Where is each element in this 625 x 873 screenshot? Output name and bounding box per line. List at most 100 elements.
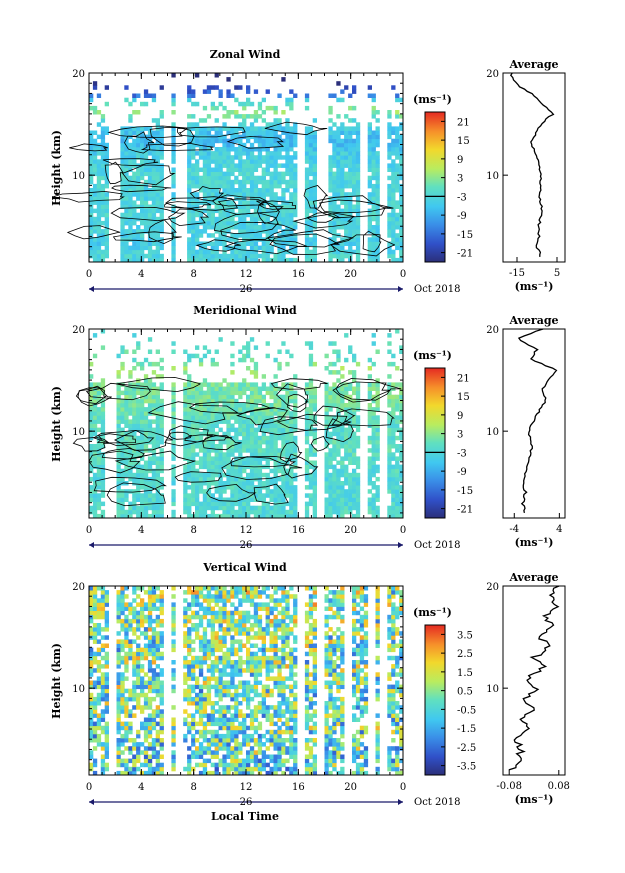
heatmap-cell bbox=[155, 468, 160, 474]
heatmap-cell bbox=[128, 398, 133, 404]
heatmap-cell bbox=[265, 212, 270, 218]
heatmap-cell bbox=[155, 497, 160, 502]
heatmap-cell bbox=[136, 766, 141, 772]
heatmap-cell bbox=[132, 398, 137, 404]
heatmap-cell bbox=[116, 750, 121, 755]
x-tick-label: 4 bbox=[138, 269, 144, 280]
colorbar-tick-label: -15 bbox=[457, 230, 473, 241]
heatmap-cell bbox=[198, 126, 204, 131]
heatmap-cell bbox=[371, 444, 376, 449]
heatmap-cell bbox=[328, 403, 333, 408]
heatmap-cell bbox=[128, 233, 133, 238]
heatmap-cell bbox=[399, 411, 404, 416]
heatmap-cell bbox=[340, 142, 345, 148]
heatmap-cell bbox=[371, 501, 376, 507]
heatmap-cell bbox=[171, 93, 176, 98]
heatmap-cell bbox=[234, 456, 239, 461]
heatmap-cell bbox=[391, 411, 396, 416]
heatmap-cell bbox=[273, 212, 278, 218]
heatmap-cell bbox=[399, 407, 404, 412]
heatmap-cell bbox=[226, 171, 231, 177]
heatmap-cell bbox=[210, 444, 215, 449]
heatmap-cell bbox=[89, 374, 94, 379]
contour-line bbox=[184, 434, 233, 443]
heatmap-cell bbox=[336, 472, 341, 478]
heatmap-cell bbox=[120, 179, 125, 185]
heatmap-cell bbox=[124, 208, 129, 214]
heatmap-cell bbox=[143, 220, 149, 226]
heatmap-cell bbox=[116, 660, 121, 665]
heatmap-cell bbox=[230, 415, 235, 420]
heatmap-cell bbox=[273, 134, 278, 140]
heatmap-cell bbox=[136, 655, 141, 661]
heatmap-cell bbox=[143, 151, 149, 156]
heatmap-cell bbox=[399, 245, 404, 251]
heatmap-cell bbox=[226, 126, 231, 131]
heatmap-cell bbox=[143, 423, 149, 428]
heatmap-cell bbox=[171, 427, 176, 433]
heatmap-cell bbox=[218, 101, 223, 107]
heatmap-cell bbox=[187, 353, 192, 359]
heatmap-cell bbox=[281, 171, 286, 177]
heatmap-cell bbox=[328, 196, 333, 201]
heatmap-cell bbox=[159, 448, 164, 453]
heatmap-cell bbox=[238, 468, 243, 474]
heatmap-cell bbox=[124, 390, 129, 396]
heatmap-cell bbox=[120, 602, 125, 607]
heatmap-cell bbox=[399, 398, 404, 404]
heatmap-cell bbox=[132, 147, 137, 152]
heatmap-cell bbox=[96, 692, 102, 698]
heatmap-cell bbox=[214, 398, 219, 404]
heatmap-cell bbox=[92, 253, 98, 259]
heatmap-cell bbox=[136, 233, 141, 238]
heatmap-cell bbox=[332, 431, 337, 437]
heatmap-cell bbox=[265, 439, 270, 445]
heatmap-cell bbox=[367, 175, 372, 181]
heatmap-cell bbox=[187, 468, 192, 474]
heatmap-cell bbox=[128, 439, 133, 445]
heatmap-cell bbox=[124, 631, 129, 636]
heatmap-cell bbox=[273, 163, 278, 168]
heatmap-cell bbox=[249, 411, 255, 416]
heatmap-cell bbox=[120, 684, 125, 690]
x-tick-label: 8 bbox=[190, 525, 196, 536]
heatmap-cell bbox=[285, 349, 290, 354]
heatmap-cell bbox=[234, 245, 239, 251]
heatmap-cell bbox=[202, 493, 208, 498]
heatmap-cell bbox=[198, 501, 204, 507]
heatmap-cell bbox=[387, 472, 392, 478]
heatmap-cell bbox=[249, 155, 255, 160]
heatmap-cell bbox=[202, 142, 208, 148]
heatmap-cell bbox=[202, 407, 208, 412]
heatmap-cell bbox=[155, 196, 160, 201]
heatmap-cell bbox=[155, 147, 160, 152]
heatmap-cell bbox=[191, 216, 196, 222]
heatmap-cell bbox=[289, 398, 294, 404]
heatmap-cell bbox=[348, 382, 353, 387]
heatmap-cell bbox=[234, 126, 239, 131]
heatmap-cell bbox=[238, 122, 243, 127]
heatmap-cell bbox=[124, 606, 129, 611]
heatmap-cell bbox=[375, 241, 380, 246]
heatmap-cell bbox=[120, 505, 125, 511]
heatmap-cell bbox=[257, 472, 263, 478]
heatmap-cell bbox=[92, 472, 98, 478]
heatmap-cell bbox=[265, 481, 270, 486]
heatmap-cell bbox=[151, 468, 157, 474]
heatmap-cell bbox=[151, 696, 157, 702]
heatmap-cell bbox=[246, 501, 251, 507]
heatmap-cell bbox=[249, 398, 255, 404]
heatmap-cell bbox=[206, 464, 212, 470]
heatmap-cell bbox=[143, 357, 149, 363]
heatmap-cell bbox=[100, 241, 106, 246]
heatmap-cell bbox=[328, 208, 333, 214]
heatmap-cell bbox=[304, 472, 310, 478]
heatmap-cell bbox=[277, 415, 282, 420]
heatmap-cell bbox=[155, 398, 160, 404]
heatmap-cell bbox=[355, 142, 361, 148]
heatmap-cell bbox=[371, 183, 376, 189]
heatmap-cell bbox=[151, 403, 157, 408]
heatmap-cell bbox=[226, 394, 231, 400]
heatmap-cell bbox=[128, 237, 133, 242]
heatmap-cell bbox=[89, 468, 94, 474]
